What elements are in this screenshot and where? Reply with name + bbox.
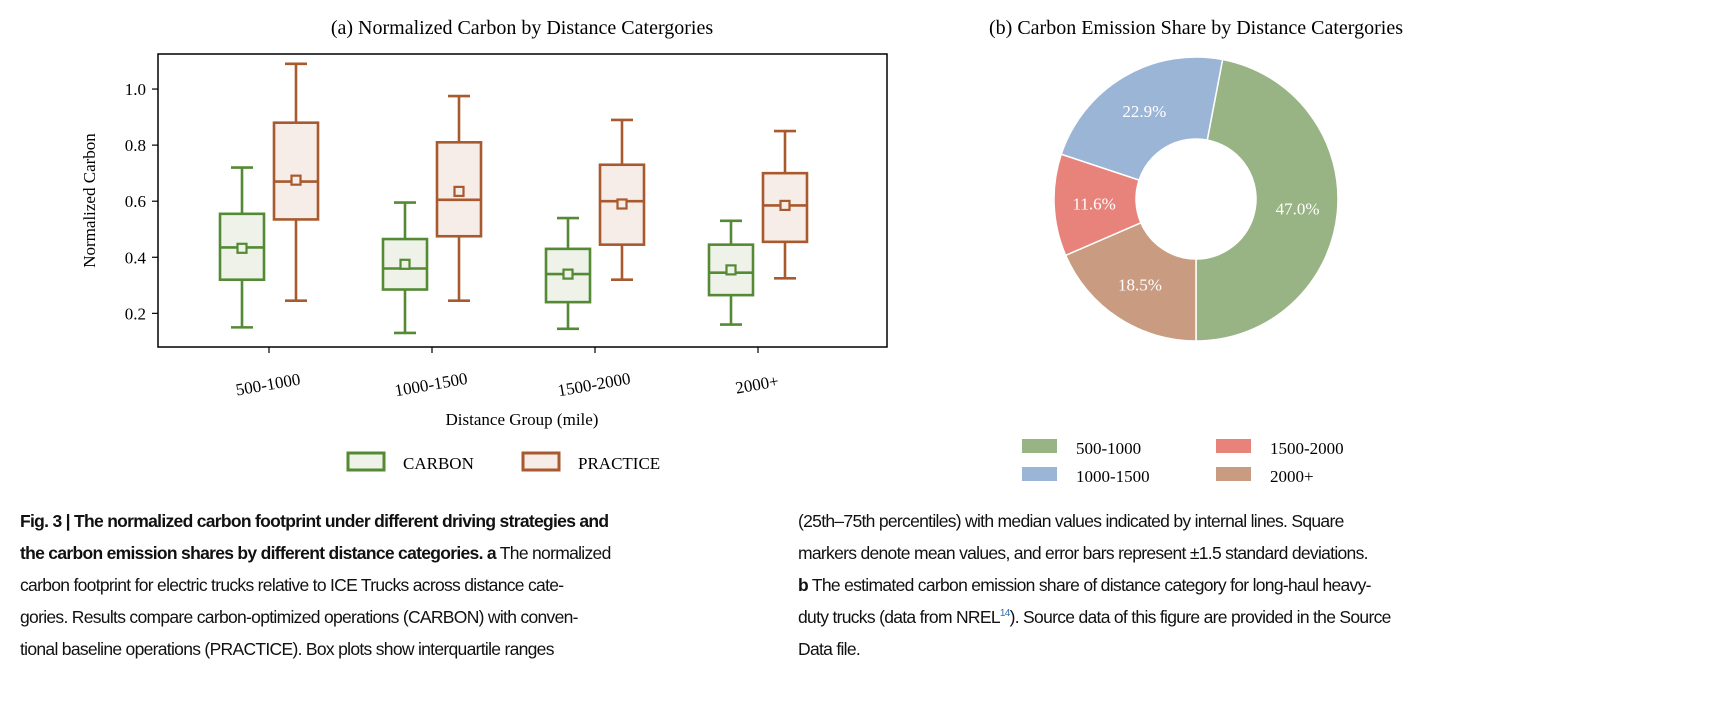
legend-label-practice: PRACTICE xyxy=(578,454,660,473)
caption-text: gories. Results compare carbon-optimized… xyxy=(20,607,578,627)
pie-legend-label: 1500-2000 xyxy=(1270,439,1344,458)
x-tick-label: 1500-2000 xyxy=(556,369,632,401)
caption-text: duty trucks (data from NREL xyxy=(798,607,1001,627)
x-axis-label: Distance Group (mile) xyxy=(446,410,599,429)
pie-slice-500-1000 xyxy=(1195,58,1339,342)
caption-text: carbon footprint for electric trucks rel… xyxy=(20,575,564,595)
chart-b-title: (b) Carbon Emission Share by Distance Ca… xyxy=(989,17,1403,39)
mean-marker xyxy=(236,242,248,254)
legend-swatch-practice xyxy=(521,451,561,472)
caption-left: Fig. 3 | The normalized carbon footprint… xyxy=(20,505,611,665)
y-tick-label: 0.2 xyxy=(125,304,146,323)
caption-bold: Fig. 3 | The normalized carbon footprint… xyxy=(20,511,609,531)
caption-text: tional baseline operations (PRACTICE). B… xyxy=(20,639,554,659)
x-tick-label: 2000+ xyxy=(734,371,780,397)
pie-legend-label: 2000+ xyxy=(1270,467,1314,486)
pie-legend-swatch xyxy=(1022,467,1057,481)
caption-bold: b xyxy=(798,575,809,595)
caption-bold: the carbon emission shares by different … xyxy=(20,543,497,563)
pie-value-label: 11.6% xyxy=(1072,194,1115,213)
box-practice xyxy=(272,62,320,303)
pie-legend-swatch xyxy=(1216,439,1251,453)
y-tick-label: 0.4 xyxy=(125,248,147,267)
caption-right: (25th–75th percentiles) with median valu… xyxy=(798,505,1391,665)
legend-swatch-carbon xyxy=(346,451,386,472)
mean-marker xyxy=(562,268,574,280)
box-practice xyxy=(761,129,809,280)
caption-line: duty trucks (data from NREL14). Source d… xyxy=(798,601,1391,633)
caption-text: Data file. xyxy=(798,639,861,659)
pie-value-label: 18.5% xyxy=(1118,275,1162,294)
caption-line: (25th–75th percentiles) with median valu… xyxy=(798,505,1391,537)
caption-text: ). Source data of this figure are provid… xyxy=(1009,607,1392,627)
mean-marker xyxy=(779,199,791,212)
pie-legend-label: 500-1000 xyxy=(1076,439,1141,458)
box-carbon xyxy=(707,219,755,326)
x-tick-label: 1000-1500 xyxy=(393,369,469,401)
pie-legend-swatch xyxy=(1022,439,1057,453)
caption-line: gories. Results compare carbon-optimized… xyxy=(20,601,611,633)
y-tick-label: 0.6 xyxy=(125,192,146,211)
mean-marker xyxy=(453,185,465,197)
box-carbon xyxy=(218,166,266,329)
y-tick-label: 0.8 xyxy=(125,136,146,155)
caption-line: Fig. 3 | The normalized carbon footprint… xyxy=(20,505,611,537)
pie-value-label: 47.0% xyxy=(1276,200,1320,219)
caption-text: The estimated carbon emission share of d… xyxy=(808,575,1372,595)
caption-text: markers denote mean values, and error ba… xyxy=(798,543,1368,563)
mean-marker xyxy=(725,264,737,276)
y-tick-label: 1.0 xyxy=(125,80,146,99)
box-practice xyxy=(435,94,483,303)
pie-value-label: 22.9% xyxy=(1122,102,1166,121)
y-axis-label: Normalized Carbon xyxy=(80,133,99,268)
box-carbon xyxy=(381,201,429,335)
mean-marker xyxy=(399,258,411,270)
caption-line: markers denote mean values, and error ba… xyxy=(798,537,1391,569)
mean-marker xyxy=(616,198,628,210)
plot-frame xyxy=(157,53,888,348)
pie-slice-1000-1500 xyxy=(1060,56,1224,182)
caption-line: tional baseline operations (PRACTICE). B… xyxy=(20,633,611,665)
pie-legend-swatch xyxy=(1216,467,1251,481)
pie-legend-label: 1000-1500 xyxy=(1076,467,1150,486)
caption-line: Data file. xyxy=(798,633,1391,665)
caption-line: b The estimated carbon emission share of… xyxy=(798,569,1391,601)
x-tick-label: 500-1000 xyxy=(234,370,301,400)
caption-text: The normalized xyxy=(495,543,612,563)
iqr-box xyxy=(598,163,646,246)
legend-label-carbon: CARBON xyxy=(403,454,474,473)
caption-text: (25th–75th percentiles) with median valu… xyxy=(798,511,1344,531)
figure: (a) Normalized Carbon by Distance Caterg… xyxy=(80,17,1403,486)
caption-line: carbon footprint for electric trucks rel… xyxy=(20,569,611,601)
pie-slice-2000+ xyxy=(1064,221,1197,342)
mean-marker xyxy=(290,174,302,186)
chart-a-title: (a) Normalized Carbon by Distance Caterg… xyxy=(331,17,713,39)
reference-link[interactable]: 14 xyxy=(999,608,1010,619)
caption-line: the carbon emission shares by different … xyxy=(20,537,611,569)
iqr-box xyxy=(272,121,320,221)
box-practice xyxy=(598,118,646,282)
box-carbon xyxy=(544,216,592,331)
